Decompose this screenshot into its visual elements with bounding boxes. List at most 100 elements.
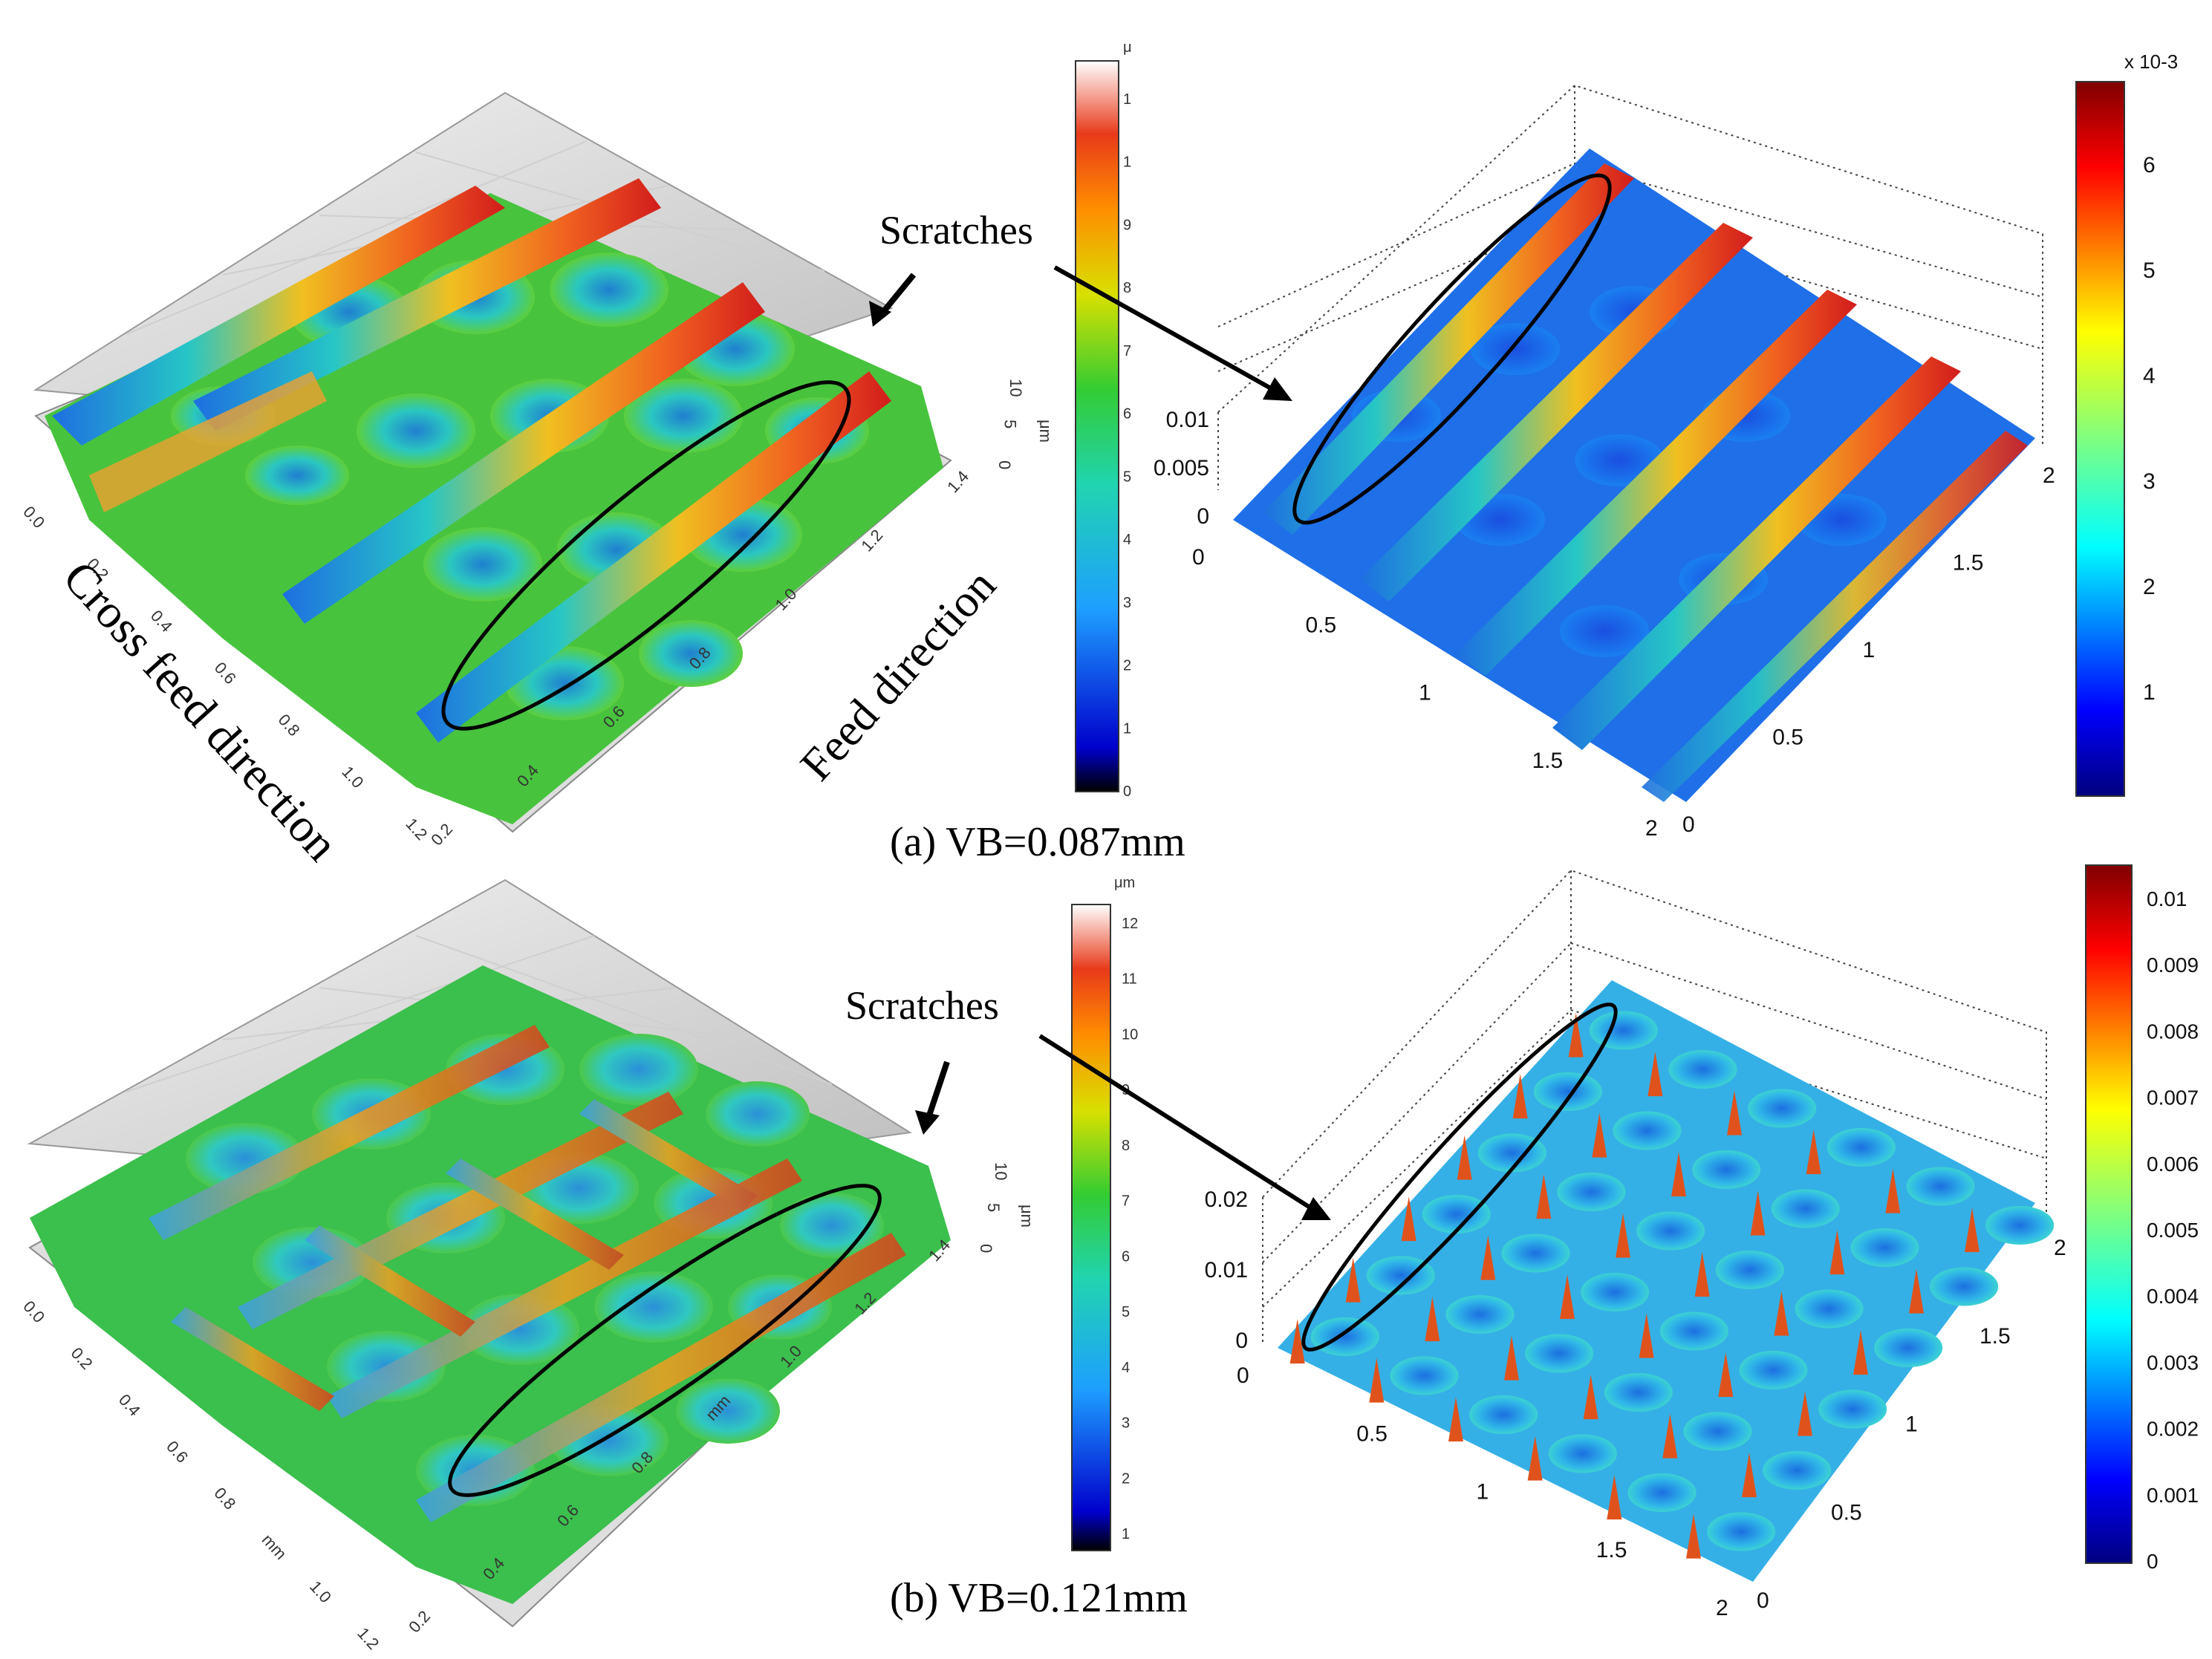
panel-a-simulation-plot: 0.01 0.005 0 0 0.5 1 1.5 2 0 0.5 1 1.5 2 [1154,84,2055,841]
panel-b-sim-peak [1369,1357,1385,1403]
panel-a-colorbar-tick: 5 [1123,469,1131,485]
panel-b-sim-y-tick: 2 [2054,1236,2066,1260]
panel-a-right-colorbar-tick: 6 [2143,153,2156,177]
panel-b-sim-peak [1694,1252,1710,1297]
panel-b-sim-peak [1616,1213,1630,1258]
panel-b-sim-y-ticks: 0 0.5 1 1.5 2 [1757,1236,2066,1613]
panel-b-left-scratch-arrow [926,1060,950,1119]
panel-b-sim-x-tick: 0 [1237,1363,1249,1388]
panel-b-right-colorbar-tick: 0.01 [2147,887,2187,910]
panel-a-sim-x-tick: 2 [1645,816,1658,841]
panel-b-right-colorbar-tick: 0 [2147,1550,2159,1573]
panel-b-sim-peak [1480,1235,1496,1280]
panel-b-colorbar-tick: 7 [1122,1193,1130,1210]
panel-a-left-colorbar: μ 0 1 2 3 4 5 6 7 8 9 1 1 [1075,39,1132,800]
panel-b-colorbar-tick: 3 [1122,1415,1130,1432]
panel-b-sim-z-ticks: 0.02 0.01 0 [1205,1187,1248,1353]
feed-direction-label: Feed direction [791,560,1006,790]
panel-b-left-tick: 1.2 [354,1624,383,1653]
panel-b-left-tick: 1.0 [306,1577,335,1606]
panel-a-scratches-label: Scratches [879,208,1033,252]
panel-b-sim-peak [1750,1190,1766,1236]
panel-a-sim-z-ticks: 0.01 0.005 0 [1154,408,1209,529]
panel-b-colorbar-tick: 10 [1122,1026,1138,1043]
panel-a-caption: (a) VB=0.087mm [890,819,1185,865]
panel-a-sim-y-tick: 1 [1863,638,1876,662]
panel-b-sim-peak [1806,1130,1821,1175]
panel-a-sim-z-tick: 0.005 [1154,456,1209,480]
panel-b-right-colorbar-tick: 0.008 [2147,1020,2199,1043]
panel-a-colorbar-tick: 9 [1123,217,1131,233]
panel-a-left-tick: 0.8 [275,711,304,740]
panel-b-right-colorbar-tick: 0.003 [2147,1351,2199,1374]
panel-b-sim-x-tick: 2 [1716,1596,1728,1620]
panel-a-colorbar-tick: 3 [1123,595,1131,611]
panel-a-right-tick: 0.2 [427,820,456,849]
panel-b-colorbar-tick: 6 [1122,1248,1130,1265]
panel-b-left-tick: mm [258,1531,290,1563]
panel-a-colorbar-tick: 1 [1123,154,1131,171]
panel-b-sim-peak [1536,1174,1552,1219]
panel-a-left-tick: 0.6 [211,659,240,688]
panel-a-colorbar-tick: 2 [1123,658,1131,674]
panel-a-right-colorbar-tick: 4 [2143,364,2156,388]
panel-b-sim-peak [1504,1335,1519,1381]
panel-b-right-colorbar-tick: 0.004 [2147,1285,2199,1308]
panel-b-vertical-tick: 5 [984,1203,1003,1212]
panel-b-colorbar-tick: 11 [1122,971,1137,988]
panel-a-sim-y-ticks: 0 0.5 1 1.5 2 [1682,463,2055,837]
panel-b-sim-peak [1592,1112,1607,1158]
panel-b-colorbar-tick: 4 [1122,1360,1130,1376]
panel-b-sim-peak [1885,1168,1901,1213]
panel-b-colorbar-tick: 8 [1122,1138,1130,1154]
panel-a-colorbar-tick: 0 [1123,783,1131,800]
panel-a-colorbar-exponent: x 10-3 [2124,50,2178,73]
panel-b-colorbar-tick: 2 [1122,1470,1130,1487]
panel-b-left-tick: 0.8 [210,1484,239,1513]
panel-b-sim-x-tick: 0.5 [1356,1421,1388,1446]
panel-b-sim-peak [1829,1230,1845,1275]
panel-a-sim-ridges [1263,163,2028,802]
panel-b-sim-peak [1527,1435,1543,1481]
panel-b-vertical-axis-ticks: 0 5 10 [977,1162,1010,1253]
panel-a-left-tick: 0.0 [19,503,48,532]
panel-a-vertical-tick: 0 [995,460,1014,469]
panel-b-vertical-tick: 10 [992,1162,1010,1180]
panel-b-sim-peak [1965,1207,1980,1253]
panel-a-right-colorbar: x 10-3 1 2 3 4 5 6 [2075,50,2178,797]
panel-b-sim-peak [1639,1313,1654,1358]
panel-b-left-tick: 0.6 [163,1437,192,1466]
panel-a-colorbar-tick: 4 [1123,532,1131,548]
panel-a-vertical-tick: 5 [1001,420,1020,428]
panel-b-sim-y-tick: 0 [1757,1588,1769,1613]
panel-a-sim-z-tick: 0.01 [1166,408,1209,432]
panel-b-sim-peak [1448,1397,1463,1442]
panel-a-colorbar-unit: μ [1123,39,1132,56]
panel-a-colorbar-tick: 1 [1123,720,1131,737]
panel-b-left-scratch-ellipse [448,1184,882,1497]
panel-a-sim-y-tick: 2 [2043,463,2055,488]
panel-b-sim-peak [1289,1319,1305,1364]
panel-a-sim-y-tick: 0 [1682,812,1695,837]
panel-b-sim-peak [1401,1196,1416,1242]
panel-b-scratches-label: Scratches [845,983,999,1028]
panel-a-sim-x-ticks: 0 0.5 1 1.5 2 [1192,545,1658,841]
panel-a-right-scratch-ellipse [1292,173,1612,525]
panel-b-sim-y-tick: 1.5 [1980,1324,2011,1349]
panel-b-sim-peak [1774,1291,1789,1336]
panel-a-colorbar-tick: 1 [1123,91,1131,108]
panel-b-sim-peak [1727,1090,1742,1135]
panel-b-right-colorbar-tick: 0.006 [2147,1153,2199,1176]
panel-b-colorbar-tick: 5 [1122,1304,1130,1320]
panel-b-sim-x-ticks: 0 0.5 1 1.5 2 [1237,1363,1728,1620]
panel-b-sim-y-tick: 1 [1905,1412,1918,1437]
panel-a-sim-z-tick: 0 [1197,504,1209,529]
panel-b-sim-x-tick: 1 [1477,1480,1489,1505]
panel-b-sim-peak [1457,1135,1472,1180]
panel-b-sim-peak [1686,1513,1701,1559]
panel-a-vertical-axis-ticks: 0 5 10 [995,379,1025,469]
panel-a-colorbar-tick: 6 [1123,406,1131,423]
panel-a-vertical-unit: μm [1036,420,1055,443]
